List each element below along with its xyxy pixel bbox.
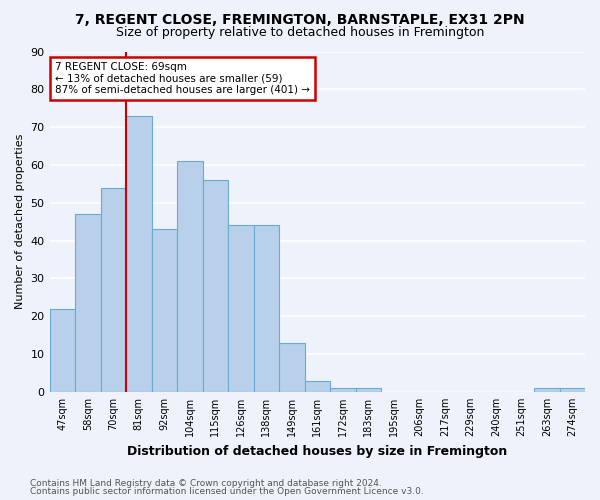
Bar [126, 116, 152, 392]
Bar [305, 380, 330, 392]
Text: Size of property relative to detached houses in Fremington: Size of property relative to detached ho… [116, 26, 484, 39]
Bar [101, 188, 126, 392]
Bar [356, 388, 381, 392]
Text: Contains HM Land Registry data © Crown copyright and database right 2024.: Contains HM Land Registry data © Crown c… [30, 478, 382, 488]
Text: 7 REGENT CLOSE: 69sqm
← 13% of detached houses are smaller (59)
87% of semi-deta: 7 REGENT CLOSE: 69sqm ← 13% of detached … [55, 62, 310, 95]
Bar [152, 230, 177, 392]
X-axis label: Distribution of detached houses by size in Fremington: Distribution of detached houses by size … [127, 444, 508, 458]
Bar [50, 308, 75, 392]
Bar [560, 388, 585, 392]
Text: 7, REGENT CLOSE, FREMINGTON, BARNSTAPLE, EX31 2PN: 7, REGENT CLOSE, FREMINGTON, BARNSTAPLE,… [75, 12, 525, 26]
Bar [254, 226, 279, 392]
Text: Contains public sector information licensed under the Open Government Licence v3: Contains public sector information licen… [30, 487, 424, 496]
Bar [203, 180, 228, 392]
Bar [75, 214, 101, 392]
Y-axis label: Number of detached properties: Number of detached properties [15, 134, 25, 310]
Bar [534, 388, 560, 392]
Bar [330, 388, 356, 392]
Bar [228, 226, 254, 392]
Bar [177, 161, 203, 392]
Bar [279, 343, 305, 392]
